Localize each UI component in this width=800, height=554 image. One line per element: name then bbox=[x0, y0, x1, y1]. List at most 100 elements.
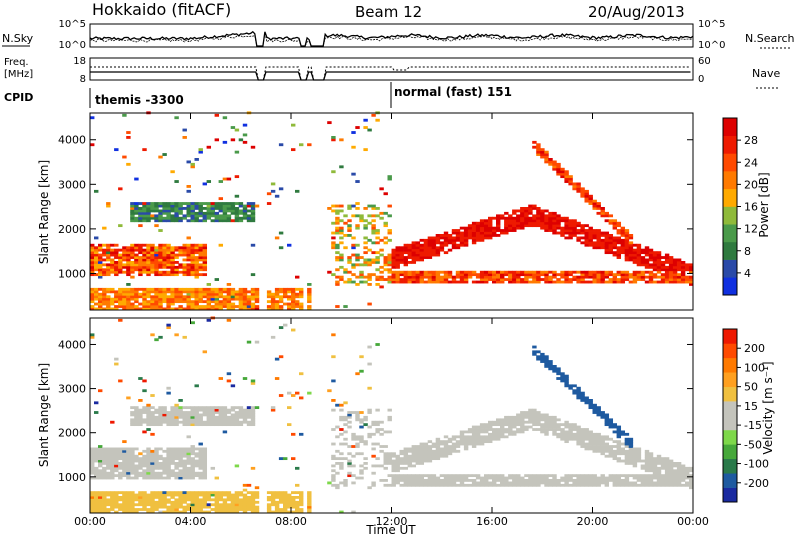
power-cell bbox=[363, 261, 368, 264]
velocity-cell bbox=[238, 491, 244, 495]
velocity-cell bbox=[391, 466, 396, 470]
velocity-cell bbox=[190, 457, 195, 461]
power-cell bbox=[387, 253, 392, 257]
velocity-cell bbox=[190, 508, 195, 511]
power-cell bbox=[178, 263, 183, 267]
power-cell bbox=[90, 263, 95, 267]
power-cell bbox=[339, 229, 344, 232]
velocity-cell bbox=[174, 471, 179, 475]
power-cell bbox=[158, 300, 163, 304]
velocity-cell bbox=[624, 432, 630, 436]
power-cell bbox=[395, 275, 400, 279]
velocity-cell bbox=[556, 481, 561, 485]
velocity-cell bbox=[98, 447, 103, 451]
velocity-cell bbox=[568, 386, 573, 390]
velocity-cell bbox=[552, 432, 557, 436]
velocity-cell bbox=[568, 423, 573, 427]
power-cell bbox=[114, 248, 119, 252]
velocity-cell bbox=[202, 493, 208, 497]
velocity-cell bbox=[331, 442, 336, 446]
power-cell bbox=[596, 211, 601, 215]
velocity-cell bbox=[484, 430, 489, 434]
velocity-cell bbox=[568, 483, 573, 487]
velocity-cell bbox=[162, 406, 167, 410]
velocity-cell bbox=[138, 408, 143, 412]
power-cell bbox=[90, 116, 95, 120]
velocity-cell bbox=[443, 452, 449, 456]
power-cell bbox=[246, 297, 252, 301]
velocity-cell bbox=[668, 474, 674, 478]
power-cell bbox=[154, 209, 159, 213]
power-cell bbox=[556, 162, 561, 166]
velocity-cell bbox=[628, 457, 634, 461]
power-cell bbox=[411, 246, 417, 250]
velocity-cell bbox=[182, 474, 187, 478]
velocity-cell bbox=[612, 423, 618, 427]
power-cell bbox=[512, 226, 517, 230]
velocity-cell bbox=[628, 474, 634, 478]
power-cell bbox=[367, 278, 372, 281]
velocity-cell bbox=[415, 474, 421, 478]
power-cell bbox=[118, 265, 123, 269]
velocity-cell bbox=[166, 464, 171, 468]
power-cell bbox=[331, 209, 336, 213]
power-cell bbox=[363, 251, 368, 255]
power-cell bbox=[186, 185, 191, 188]
power-cell bbox=[174, 300, 179, 304]
power-cell bbox=[299, 290, 304, 294]
velocity-cell bbox=[222, 498, 228, 502]
velocity-cell bbox=[166, 415, 171, 419]
power-cell bbox=[351, 145, 356, 149]
velocity-cell bbox=[580, 394, 585, 397]
power-cell bbox=[592, 275, 597, 279]
power-cell bbox=[644, 270, 650, 274]
power-cell bbox=[431, 275, 437, 279]
velocity-cell bbox=[110, 469, 115, 473]
freq-label-line1: Freq. bbox=[4, 57, 29, 68]
velocity-cell bbox=[447, 447, 453, 451]
power-cell bbox=[383, 258, 388, 262]
velocity-cell bbox=[371, 464, 376, 468]
power-cell bbox=[564, 221, 569, 225]
velocity-cell bbox=[548, 428, 553, 431]
power-cell bbox=[238, 297, 244, 301]
velocity-cell bbox=[664, 474, 670, 478]
velocity-cell bbox=[146, 406, 151, 410]
velocity-cell bbox=[250, 466, 256, 470]
velocity-cell bbox=[576, 394, 581, 397]
power-cell bbox=[186, 263, 191, 267]
velocity-cell bbox=[278, 457, 284, 461]
power-cell bbox=[122, 256, 127, 259]
power-cell bbox=[166, 256, 171, 259]
power-cell bbox=[178, 207, 183, 210]
velocity-cell bbox=[556, 367, 561, 371]
velocity-cell bbox=[170, 420, 175, 424]
velocity-cell bbox=[451, 442, 457, 446]
velocity-cell bbox=[182, 464, 187, 468]
power-cell bbox=[154, 246, 159, 250]
power-cell bbox=[230, 211, 236, 215]
power-cell bbox=[206, 145, 212, 149]
power-cell bbox=[250, 297, 256, 301]
power-cell bbox=[536, 221, 541, 225]
velocity-cell bbox=[488, 440, 493, 444]
velocity-cell bbox=[359, 476, 364, 480]
velocity-cell bbox=[150, 462, 155, 465]
velocity-cell bbox=[572, 391, 577, 395]
velocity-cell bbox=[210, 498, 216, 502]
velocity-y-axis-label: Slant Range [km] bbox=[37, 363, 51, 467]
power-cell bbox=[415, 280, 421, 284]
velocity-cell bbox=[274, 508, 280, 511]
velocity-cell bbox=[154, 457, 159, 461]
velocity-cell bbox=[403, 449, 409, 453]
velocity-cell bbox=[114, 449, 119, 453]
power-cell bbox=[106, 253, 111, 257]
velocity-cell bbox=[218, 420, 224, 424]
power-cell bbox=[166, 204, 171, 208]
velocity-cell bbox=[190, 449, 195, 453]
power-cell bbox=[447, 280, 453, 284]
velocity-cell bbox=[130, 452, 135, 456]
power-cell bbox=[475, 229, 481, 232]
power-cell bbox=[339, 241, 344, 245]
velocity-cell bbox=[234, 493, 240, 497]
